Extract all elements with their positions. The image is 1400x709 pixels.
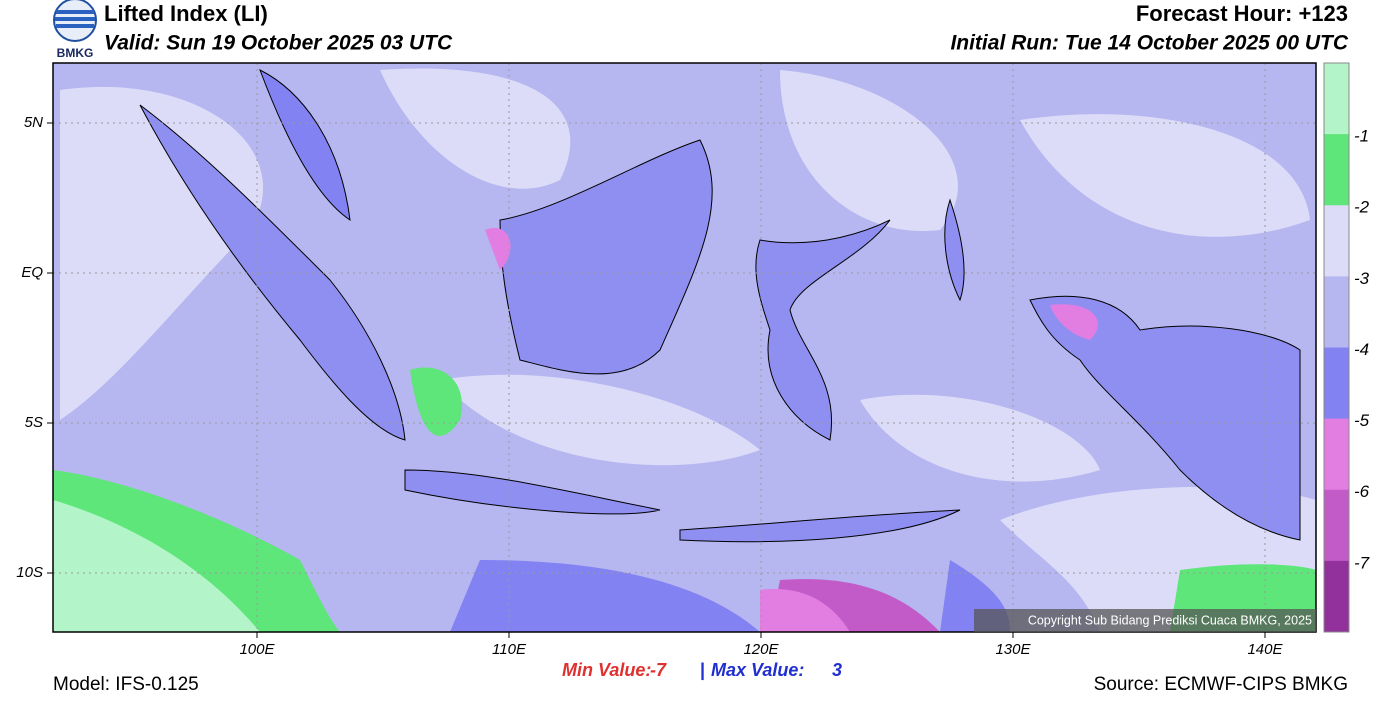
lon-label: 120E	[743, 641, 779, 658]
lon-label: 100E	[239, 641, 275, 658]
valid-time: Valid: Sun 19 October 2025 03 UTC	[104, 32, 453, 55]
copyright-box	[974, 609, 1316, 632]
lat-label: EQ	[21, 264, 43, 281]
separator: |	[700, 660, 705, 680]
min-value: -7	[650, 660, 667, 680]
colorbar-swatch	[1324, 276, 1349, 348]
graticule	[53, 63, 1316, 632]
colorbar-swatch	[1324, 63, 1349, 135]
copyright: Copyright Sub Bidang Prediksi Cuaca BMKG…	[1028, 613, 1312, 627]
colorbar-swatch	[1324, 134, 1349, 206]
colorbar-tick-label: -1	[1354, 127, 1369, 146]
lon-label: 110E	[492, 641, 527, 658]
colorbar-swatch	[1324, 347, 1349, 420]
colorbar-tick-label: -7	[1354, 553, 1370, 572]
colorbar-tick-label: -3	[1354, 269, 1370, 288]
colorbar-swatch	[1324, 205, 1349, 277]
lat-label: 5N	[24, 114, 43, 131]
colorbar-tick-label: -2	[1354, 198, 1370, 217]
colorbar-swatch	[1324, 489, 1349, 562]
colorbar: -1 -2 -3 -4 -5 -6 -7	[1323, 62, 1370, 633]
axis-labels: 5N EQ 5S 10S 100E 110E 120E 130E 140E	[16, 114, 1283, 658]
colorbar-swatch	[1324, 418, 1349, 491]
map-frame	[52, 62, 1317, 633]
lon-label: 130E	[995, 641, 1031, 658]
colorbar-swatch	[1324, 560, 1349, 633]
lat-label: 5S	[25, 414, 43, 431]
colorbar-frame	[1323, 62, 1350, 633]
max-value: 3	[832, 660, 842, 680]
source: Source: ECMWF-CIPS BMKG	[1094, 674, 1348, 695]
model: Model: IFS-0.125	[53, 674, 199, 695]
logo-text: BMKG	[57, 46, 94, 60]
colorbar-tick-label: -6	[1354, 482, 1370, 501]
colorbar-tick-label: -5	[1354, 411, 1370, 430]
bmkg-logo: BMKG	[53, 0, 97, 60]
title: Lifted Index (LI)	[104, 1, 268, 26]
max-label: Max Value:	[711, 660, 804, 680]
map-field	[53, 63, 1316, 632]
lon-label: 140E	[1247, 641, 1283, 658]
colorbar-tick-label: -4	[1354, 340, 1369, 359]
min-label: Min Value:	[562, 660, 651, 680]
initial-run: Initial Run: Tue 14 October 2025 00 UTC	[950, 32, 1348, 55]
forecast-hour: Forecast Hour: +123	[1136, 1, 1348, 26]
lat-label: 10S	[16, 564, 43, 581]
